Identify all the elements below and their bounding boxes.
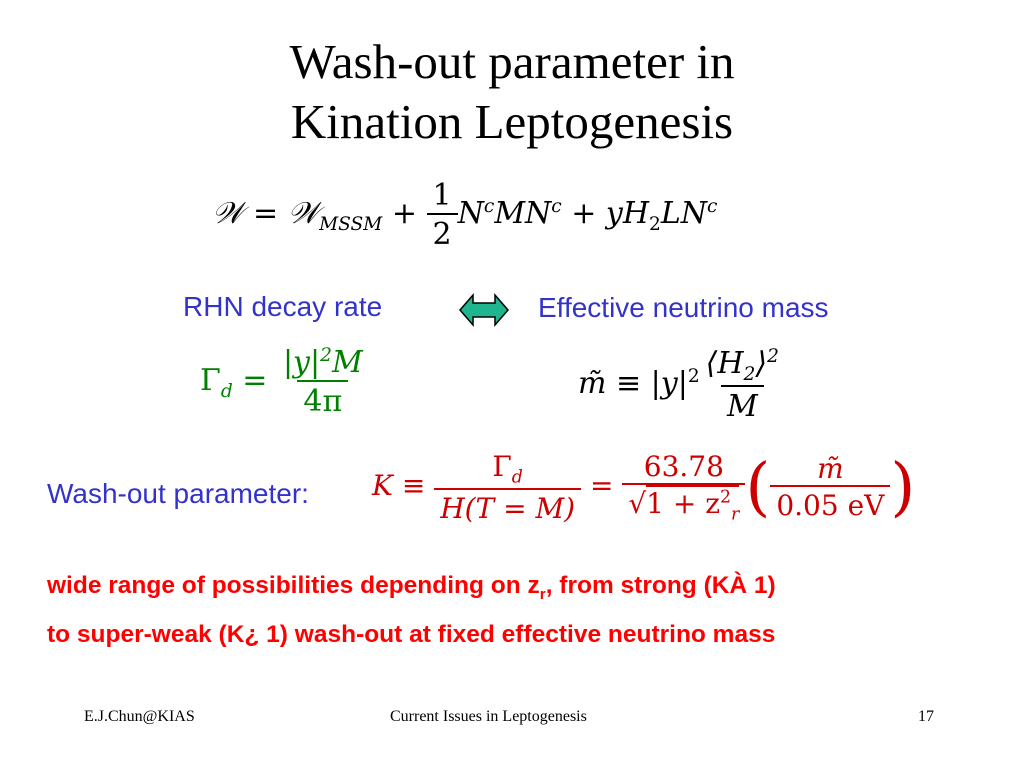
washout-f3-numerator: m̃ xyxy=(817,452,844,486)
half-denominator: 2 xyxy=(426,213,458,252)
washout-f1-numerator: Γd xyxy=(486,450,529,488)
mtilde-lhs: m̃ ≡ |y| xyxy=(578,366,688,401)
superpotential-term1: N xyxy=(457,196,484,231)
gamma-fraction: |y|2M 4π xyxy=(277,345,369,419)
gamma-num-sup: 2 xyxy=(320,345,332,366)
gamma-equals: = xyxy=(232,363,277,398)
mtilde-num-close: ⟩ xyxy=(755,346,768,381)
superpotential-term4-sup: c xyxy=(707,196,718,217)
gamma-subscript: d xyxy=(220,381,233,402)
washout-f2-radicand: 1 + z2r xyxy=(646,485,740,525)
slide-title: Wash-out parameter in Kination Leptogene… xyxy=(0,32,1024,152)
washout-f2-radicand-text: 1 + z xyxy=(646,487,720,520)
effective-neutrino-mass-label: Effective neutrino mass xyxy=(538,292,829,323)
title-line-2: Kination Leptogenesis xyxy=(290,94,734,149)
washout-lhs: K ≡ xyxy=(372,468,435,502)
footer-author: E.J.Chun@KIAS xyxy=(84,708,195,725)
superpotential-term3-sub: 2 xyxy=(649,214,661,235)
mtilde-fraction: ⟨H2⟩2 M xyxy=(700,346,785,424)
washout-f1-gamma: Γ xyxy=(492,450,512,483)
mtilde-denominator: M xyxy=(720,385,764,424)
superpotential-plus: + xyxy=(382,196,427,231)
rhn-decay-rate-label: RHN decay rate xyxy=(183,291,383,322)
gamma-num-abs: |y| xyxy=(282,345,321,380)
washout-fraction-3: m̃ 0.05 eV xyxy=(770,452,891,522)
superpotential-term2-sup: c xyxy=(551,196,562,217)
washout-f2-sub: r xyxy=(731,504,740,525)
superpotential-lhs-sub: MSSM xyxy=(319,214,383,235)
double-arrow-icon xyxy=(459,292,509,328)
superpotential-term2: MN xyxy=(494,196,552,231)
gamma-num-tail: M xyxy=(331,345,363,380)
washout-equals: = xyxy=(581,468,623,502)
gamma-symbol: Γ xyxy=(200,363,221,398)
washout-f1-denominator: H(T = M) xyxy=(434,487,582,525)
footer-page-number: 17 xyxy=(918,708,934,725)
mtilde-lhs-sup: 2 xyxy=(687,366,700,387)
conclusion-line1-sub: r xyxy=(539,585,546,603)
washout-f2-numerator: 63.78 xyxy=(643,450,724,483)
mtilde-num-sup: 2 xyxy=(767,346,779,367)
superpotential-term1-sup: c xyxy=(483,196,495,217)
right-paren-icon: ) xyxy=(890,450,916,525)
superpotential-equation: 𝒲 = 𝒲MSSM + 1 2 NcMNc + yH2LNc xyxy=(212,178,717,252)
conclusion-text: wide range of possibilities depending on… xyxy=(47,566,776,655)
superpotential-term3: + yH xyxy=(561,196,650,231)
conclusion-line-1: wide range of possibilities depending on… xyxy=(47,566,776,615)
washout-formula: K ≡ Γd H(T = M) = 63.78 √1 + z2r(m̃ 0.05 eV… xyxy=(372,450,915,525)
washout-f2-denominator: √1 + z2r xyxy=(622,483,746,525)
decay-rate-formula: Γd = |y|2M 4π xyxy=(200,345,369,419)
conclusion-line-2: to super-weak (K¿ 1) wash-out at fixed e… xyxy=(47,620,776,648)
gamma-denominator: 4π xyxy=(297,380,349,419)
mtilde-numerator: ⟨H2⟩2 xyxy=(700,346,785,385)
washout-f1-gamma-sub: d xyxy=(511,467,523,488)
washout-fraction-1: Γd H(T = M) xyxy=(434,450,582,525)
effective-mass-formula: m̃ ≡ |y|2 ⟨H2⟩2 M xyxy=(578,346,785,424)
washout-parameter-label: Wash-out parameter: xyxy=(47,478,309,509)
left-paren-icon: ( xyxy=(745,450,771,525)
mtilde-num-open: ⟨H xyxy=(705,346,744,381)
sqrt-icon: √ xyxy=(628,487,647,520)
washout-f3-denominator: 0.05 eV xyxy=(770,485,891,522)
washout-f2-sup: 2 xyxy=(720,487,732,508)
superpotential-term4: LN xyxy=(660,196,708,231)
conclusion-line1-a: wide range of possibilities depending on… xyxy=(47,572,540,599)
gamma-numerator: |y|2M xyxy=(277,345,369,380)
mtilde-num-sub: 2 xyxy=(743,364,756,385)
conclusion-line1-b: , from strong (KÀ 1) xyxy=(545,572,776,599)
half-numerator: 1 xyxy=(432,178,452,213)
superpotential-lhs: 𝒲 = 𝒲 xyxy=(212,196,320,231)
footer-talk-title: Current Issues in Leptogenesis xyxy=(390,708,587,725)
washout-fraction-2: 63.78 √1 + z2r xyxy=(622,450,746,525)
title-line-1: Wash-out parameter in xyxy=(289,34,735,89)
